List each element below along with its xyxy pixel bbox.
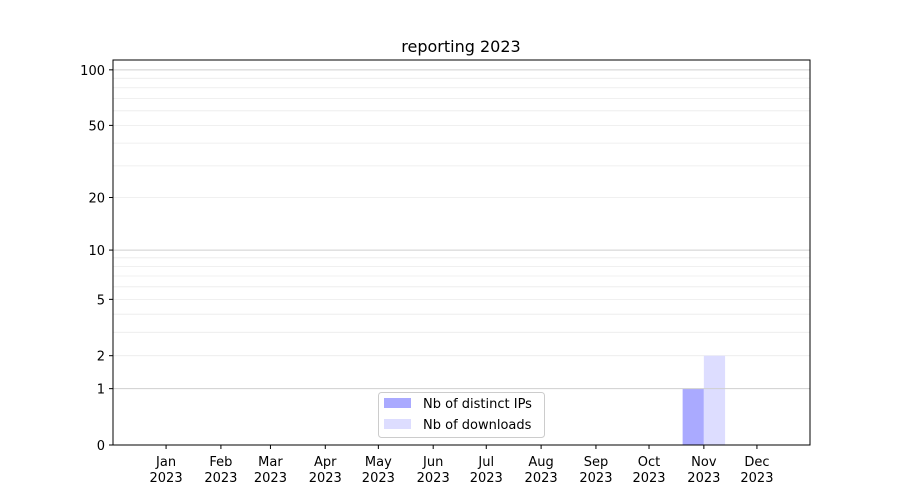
- chart-title: reporting 2023: [401, 37, 520, 56]
- bar: [703, 355, 726, 445]
- legend-swatch: [384, 419, 411, 429]
- y-tick-label: 2: [97, 350, 105, 365]
- legend-swatch: [384, 398, 411, 408]
- y-tick-label: 10: [88, 244, 105, 259]
- x-tick-label-year: 2023: [362, 471, 395, 486]
- x-tick-label: May: [365, 455, 392, 470]
- x-tick-label-year: 2023: [579, 471, 612, 486]
- x-tick-label: Oct: [638, 455, 660, 470]
- x-tick-label-year: 2023: [470, 471, 503, 486]
- x-axis: Jan2023Feb2023Mar2023Apr2023May2023Jun20…: [150, 445, 773, 486]
- y-tick-label: 100: [80, 64, 105, 79]
- bars: [682, 355, 726, 445]
- y-tick-label: 1: [97, 383, 105, 398]
- x-tick-label-year: 2023: [740, 471, 773, 486]
- bar: [682, 388, 704, 445]
- plot-frame: [112, 59, 811, 446]
- x-tick-label: Jul: [477, 455, 494, 470]
- x-tick-label-year: 2023: [632, 471, 665, 486]
- x-tick-label-year: 2023: [525, 471, 558, 486]
- y-axis: 0 1 2 5 10 20 50 100: [80, 64, 113, 454]
- y-tick-label: 5: [97, 293, 105, 308]
- x-tick-label: Jan: [155, 455, 176, 470]
- x-tick-label: Aug: [528, 455, 553, 470]
- x-tick-label-year: 2023: [417, 471, 450, 486]
- x-tick-label: Apr: [314, 455, 337, 470]
- x-tick-label-year: 2023: [254, 471, 287, 486]
- x-tick-label: Feb: [209, 455, 232, 470]
- legend-box: [378, 392, 545, 438]
- x-tick-label: Dec: [744, 455, 769, 470]
- y-tick-label: 50: [88, 119, 105, 134]
- legend-label: Nb of distinct IPs: [423, 397, 532, 412]
- x-tick-label: Nov: [691, 455, 717, 470]
- grid: [113, 77, 810, 357]
- x-tick-label-year: 2023: [150, 471, 183, 486]
- grid-major: [113, 69, 810, 390]
- y-tick-label: 0: [97, 439, 105, 454]
- legend: Nb of distinct IPs Nb of downloads: [378, 392, 545, 438]
- x-tick-label-year: 2023: [204, 471, 237, 486]
- legend-label: Nb of downloads: [423, 418, 532, 433]
- x-tick-label-year: 2023: [309, 471, 342, 486]
- x-tick-label-year: 2023: [687, 471, 720, 486]
- x-tick-label: Sep: [584, 455, 609, 470]
- y-tick-label: 20: [88, 192, 105, 207]
- x-tick-label: Jun: [422, 455, 443, 470]
- x-tick-label: Mar: [258, 455, 283, 470]
